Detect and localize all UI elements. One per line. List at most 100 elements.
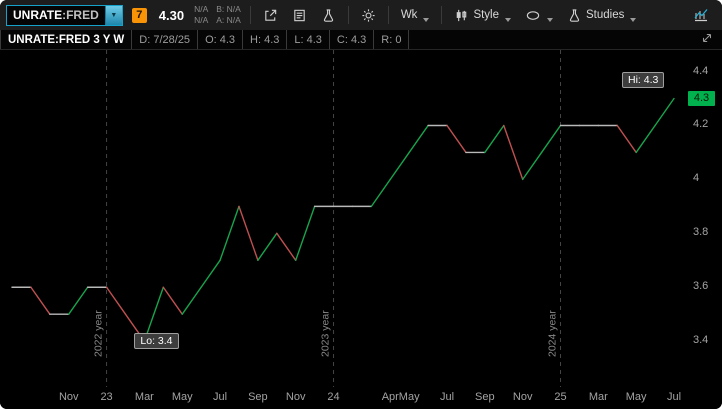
- x-axis-label: Jul: [439, 391, 455, 403]
- x-axis-label: Nov: [58, 391, 79, 403]
- x-axis-label: Nov: [285, 391, 306, 403]
- y-axis-label: 3.8: [693, 226, 709, 239]
- settings-button[interactable]: [354, 2, 383, 28]
- studies-button[interactable]: Studies: [560, 2, 643, 28]
- x-axis-label: Mar: [134, 391, 154, 403]
- toolbar-separator: [249, 6, 251, 24]
- price-series-segment: [162, 286, 183, 315]
- share-icon: [263, 8, 278, 23]
- high-price-bubble: Hi: 4.3: [622, 71, 665, 88]
- date-field: D: 7/28/25: [132, 30, 199, 49]
- x-axis-label: May: [171, 391, 193, 403]
- gear-icon: [361, 8, 376, 23]
- toolbar-separator: [347, 6, 349, 24]
- flask-icon: [567, 8, 582, 23]
- x-axis-label: 23: [100, 391, 113, 403]
- chart-mode-button[interactable]: [686, 2, 716, 28]
- price-series-segment: [68, 286, 89, 315]
- price-series-segment: [540, 124, 562, 154]
- news-icon: [292, 8, 307, 23]
- style-button[interactable]: Style: [447, 2, 518, 28]
- y-axis-label: 3.4: [693, 334, 709, 347]
- ask-value: A: N/A: [216, 15, 241, 25]
- bid-value: B: N/A: [216, 3, 241, 14]
- low-field: L: 4.3: [287, 30, 330, 49]
- ohlc-cells: UNRATE:FRED 3 Y W D: 7/28/25 O: 4.3 H: 4…: [0, 30, 410, 49]
- expand-button[interactable]: [692, 30, 722, 49]
- price-series-segment: [616, 124, 637, 154]
- timeframe-button[interactable]: Wk: [394, 2, 437, 28]
- expand-icon: [700, 31, 714, 48]
- symbol-text: UNRATE:FRED: [7, 6, 105, 25]
- last-price: 4.30: [158, 7, 185, 23]
- price-series-segment: [408, 124, 429, 154]
- x-axis-label: Sep: [248, 391, 268, 403]
- pattern-button[interactable]: [314, 2, 343, 28]
- price-series-segment: [143, 286, 165, 342]
- symbol-suffix: :FRED: [62, 8, 99, 22]
- low-price-bubble: Lo: 3.4: [134, 333, 179, 350]
- price-series-segment: [521, 151, 543, 181]
- time-axis-labels: Nov 23 Mar May Jul Sep Nov 24 Apr May Jul Sep Nov 25 M…: [0, 387, 688, 409]
- year-marker-label: 2022 year: [93, 310, 105, 357]
- symbol-dropdown-button[interactable]: ▼: [104, 5, 122, 25]
- x-axis-label: Jul: [666, 391, 682, 403]
- time-axis[interactable]: Nov 23 Mar May Jul Sep Nov 24 Apr May Jul Sep Nov 25 M…: [0, 387, 722, 409]
- price-series-segment: [257, 232, 278, 261]
- price-series-segment: [389, 151, 410, 181]
- chart-area: 2022 year 2023 year 2024 year Hi: 4.3 Lo: 3…: [0, 50, 722, 387]
- price-series-segment: [105, 286, 127, 315]
- oval-icon: [525, 8, 541, 23]
- price-series-segment: [276, 232, 297, 261]
- infobar-spacer: [409, 30, 692, 49]
- price-series-segment: [181, 286, 202, 315]
- share-button[interactable]: [256, 2, 285, 28]
- drawing-tool-button[interactable]: [518, 2, 560, 28]
- chart-title: UNRATE:FRED 3 Y W: [1, 30, 133, 49]
- symbol-name: UNRATE: [13, 8, 63, 22]
- toolbar-separator: [387, 6, 389, 24]
- price-series-segment: [484, 124, 505, 154]
- change-bottom: N/A: [194, 15, 209, 25]
- x-axis-label: Jul: [213, 391, 228, 403]
- chevron-down-icon: ▼: [110, 11, 118, 19]
- change-values: N/A N/A: [194, 4, 208, 26]
- x-axis-label: Sep: [475, 391, 495, 403]
- bid-ask: B: N/A A: N/A: [216, 4, 241, 26]
- x-axis-label: 25: [554, 391, 567, 403]
- price-series-segment: [654, 97, 675, 127]
- alert-count-badge[interactable]: 7: [131, 7, 147, 23]
- change-top: N/A: [194, 3, 209, 14]
- y-axis-label: 4: [693, 172, 700, 185]
- price-series-segment: [238, 205, 259, 261]
- axis-corner: [688, 387, 722, 409]
- studies-label: Studies: [586, 9, 625, 21]
- price-axis[interactable]: 4.4 4.2 4 3.8 3.6 3.4 4.3: [688, 50, 722, 387]
- chevron-down-icon: [505, 18, 512, 22]
- open-field: O: 4.3: [198, 30, 244, 49]
- news-button[interactable]: [285, 2, 314, 28]
- year-marker-label: 2024 year: [547, 310, 559, 357]
- timeframe-label: Wk: [400, 9, 418, 21]
- x-axis-label: Apr: [381, 391, 399, 403]
- flask-icon: [321, 8, 336, 23]
- price-series-segment: [446, 124, 467, 154]
- chart-plot[interactable]: 2022 year 2023 year 2024 year Hi: 4.3 Lo: 3…: [0, 50, 688, 387]
- price-chart-canvas: 2022 year 2023 year 2024 year: [11, 50, 675, 387]
- price-series-segment: [503, 124, 524, 181]
- chevron-down-icon: [423, 18, 430, 22]
- symbol-selector[interactable]: UNRATE:FRED ▼: [6, 4, 123, 26]
- chart-style-icon: [454, 8, 469, 23]
- year-marker-label: 2023 year: [320, 310, 332, 357]
- range-field: R: 0: [374, 30, 410, 49]
- y-axis-label: 3.6: [693, 280, 709, 293]
- price-series-segment: [370, 178, 391, 208]
- y-axis-label: 4.4: [693, 64, 709, 77]
- x-axis-label: May: [398, 391, 420, 403]
- price-series-segment: [200, 259, 221, 288]
- chart-toolbar: UNRATE:FRED ▼ 7 4.30 N/A N/A B: N/A A: N…: [0, 0, 722, 30]
- price-series-segment: [219, 205, 240, 261]
- x-axis-label: Nov: [512, 391, 533, 403]
- chart-mode-icon: [693, 7, 709, 23]
